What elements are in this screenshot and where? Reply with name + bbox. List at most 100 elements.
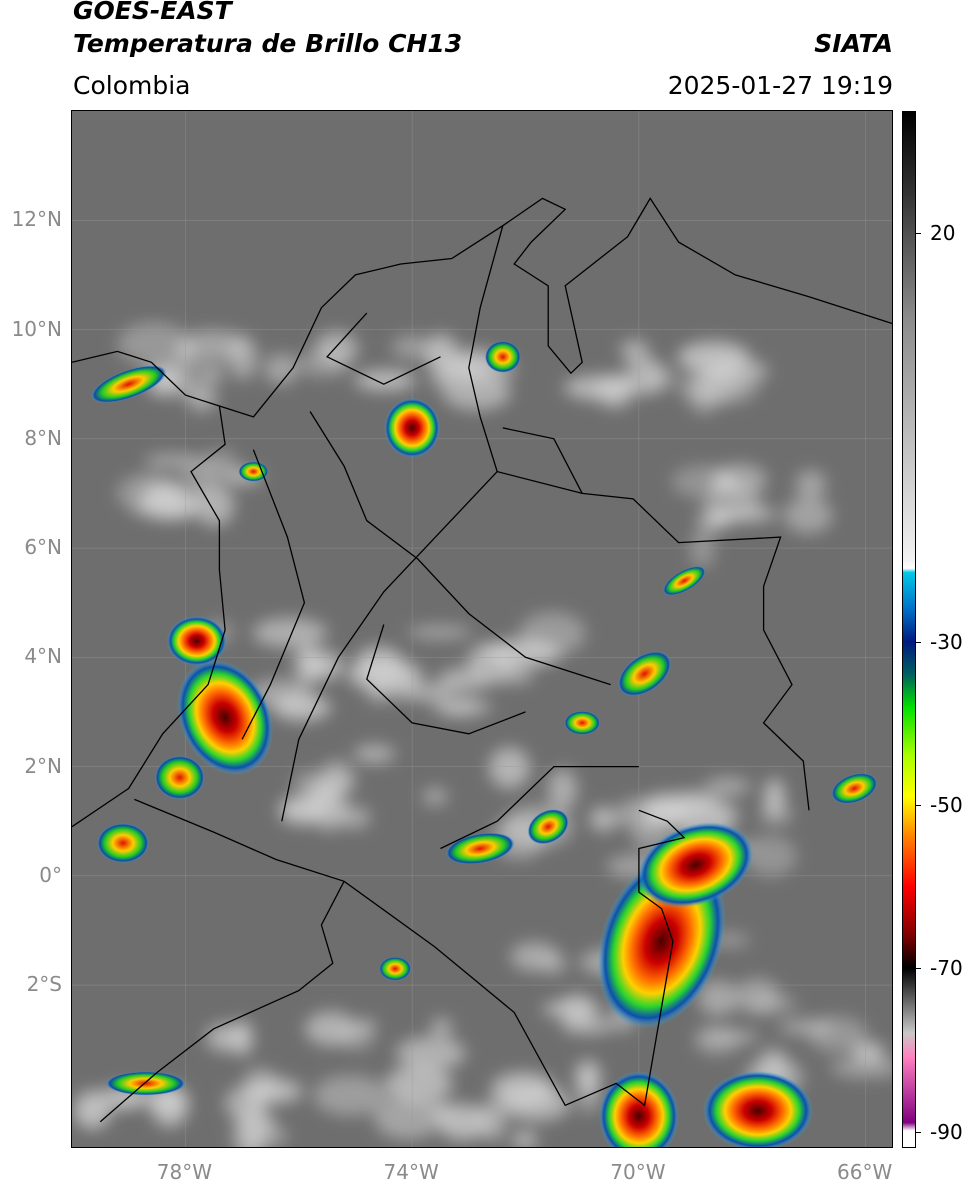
border-line — [241, 449, 306, 740]
cloud-patch — [264, 353, 298, 385]
border-line — [134, 798, 686, 1107]
cloud-patch — [704, 777, 751, 795]
lat-tick-label: 0° — [39, 862, 62, 887]
cloud-patch — [778, 1019, 835, 1035]
cloud-patch — [236, 1136, 263, 1147]
cloud-patch — [228, 336, 258, 380]
border-line — [326, 312, 441, 385]
storm-cell — [177, 659, 274, 776]
colorbar-tick — [916, 968, 921, 970]
cloud-patch — [714, 463, 767, 497]
cloud-patch — [195, 484, 235, 527]
cloud-patch — [340, 805, 371, 829]
storm-cell — [445, 832, 515, 865]
colorbar-tick-label: -50 — [930, 793, 963, 818]
cloud-patch — [294, 643, 321, 685]
border-line — [99, 881, 345, 1123]
cloud-patch — [320, 760, 354, 797]
cloud-patch — [703, 358, 769, 385]
cloud-patch — [252, 617, 328, 648]
storm-cell — [384, 397, 441, 458]
cloud-patch — [117, 322, 191, 366]
storm-cell — [527, 808, 569, 845]
cloud-patch — [764, 778, 785, 818]
cloud-patch — [437, 699, 483, 717]
cloud-patch — [404, 682, 453, 703]
colorbar-tick-label: -90 — [930, 1119, 963, 1144]
cloud-patch — [374, 1096, 442, 1140]
convective-cells — [90, 340, 878, 1147]
border-line — [309, 411, 611, 686]
storm-cell — [166, 615, 227, 666]
lon-tick-label: 78°W — [156, 1160, 212, 1184]
temperature-colorbar — [902, 111, 916, 1148]
colorbar-tick — [916, 233, 921, 235]
border-line — [502, 427, 583, 494]
cloud-patch — [642, 794, 687, 829]
lat-tick-label: 6°N — [24, 535, 62, 560]
cloud-patch — [305, 1011, 357, 1046]
cloud-patch — [541, 952, 568, 976]
cloud-patch — [697, 980, 738, 1017]
region-label: Colombia — [73, 71, 191, 100]
datetime-label: 2025-01-27 19:19 — [667, 71, 893, 100]
cloud-patch — [442, 374, 512, 411]
colorbar-tick — [916, 805, 921, 807]
cloud-patch — [640, 365, 676, 392]
storm-cell — [617, 651, 672, 697]
storm-cell — [90, 365, 167, 404]
cloud-patch — [436, 1104, 490, 1141]
cloud-patch — [548, 768, 577, 811]
cloud-patch — [278, 802, 347, 816]
cloud-patch — [620, 339, 649, 362]
border-line — [281, 471, 498, 822]
satellite-map[interactable] — [71, 110, 893, 1148]
cloud-patch — [407, 625, 472, 639]
storm-cell — [637, 822, 754, 908]
storm-cell — [702, 1070, 813, 1147]
cloud-patch — [166, 504, 197, 518]
cloud-patch — [197, 364, 224, 385]
cloud-patch — [353, 744, 396, 763]
colorbar-tick — [916, 641, 921, 643]
colorbar-tick — [916, 1131, 921, 1133]
cloud-patch — [500, 664, 534, 685]
cloud-patch — [748, 994, 798, 1014]
cloud-patch — [501, 1086, 571, 1122]
storm-cell — [105, 1071, 186, 1096]
cloud-patch — [830, 1058, 892, 1078]
colorbar-tick-label: -70 — [930, 956, 963, 981]
cloud-patch — [141, 483, 185, 496]
cloud-patch — [694, 1025, 740, 1056]
cloud-patch — [313, 1075, 388, 1116]
lon-tick-label: 66°W — [837, 1160, 893, 1184]
cloud-patch — [206, 1023, 245, 1052]
cloud-patch — [589, 806, 617, 832]
cloud-patch — [431, 1017, 453, 1037]
lon-tick-label: 74°W — [383, 1160, 439, 1184]
cloud-patch — [542, 999, 601, 1019]
cloud-patch — [488, 747, 530, 789]
cloud-patch — [795, 470, 827, 499]
cloud-patch — [512, 1130, 538, 1147]
cloud-patch — [296, 350, 350, 378]
cloud-patch — [783, 497, 833, 534]
border-line — [366, 624, 526, 735]
border-line — [468, 225, 810, 811]
storm-cell — [831, 772, 878, 804]
cloud-patch — [423, 334, 459, 371]
lat-tick-label: 2°S — [26, 972, 62, 997]
agency-label: SIATA — [814, 29, 893, 58]
colorbar-tick-label: 20 — [930, 221, 956, 246]
storm-cell — [564, 710, 601, 735]
cloud-patch — [354, 370, 416, 391]
lat-tick-label: 4°N — [24, 644, 62, 669]
colorbar-tick-label: -30 — [930, 629, 963, 654]
cloud-patch — [385, 1065, 453, 1104]
cloud-patch — [485, 639, 562, 667]
product-title: Temperatura de Brillo CH13 — [73, 29, 463, 58]
storm-cell — [598, 1071, 679, 1147]
lat-tick-label: 8°N — [24, 425, 62, 450]
cloud-patch — [396, 1036, 466, 1070]
storm-cell — [379, 956, 412, 981]
